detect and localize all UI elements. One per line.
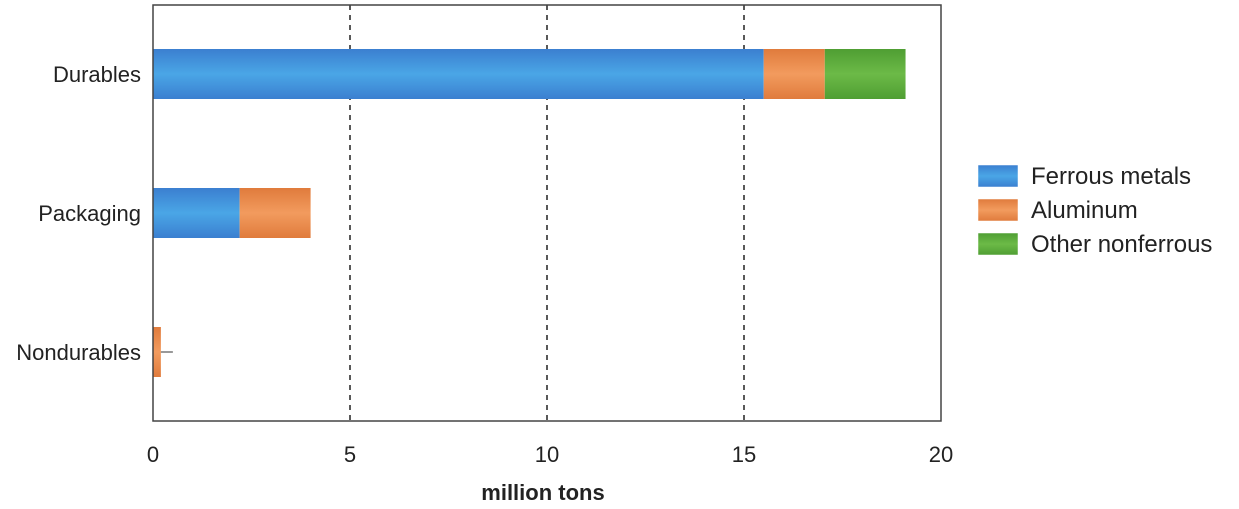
bars [153,49,906,377]
bar-segment [239,188,311,238]
x-tick-label: 20 [929,442,953,467]
legend-label: Ferrous metals [1031,163,1191,190]
category-label: Packaging [38,201,141,226]
x-axis-title: million tons [481,480,604,505]
bar-segment [153,327,161,377]
legend: Ferrous metals Aluminum Other nonferrous [977,163,1212,258]
bar-segment [763,49,825,99]
bar-segment [824,49,906,99]
legend-label: Aluminum [1031,197,1138,224]
category-label: Nondurables [16,340,141,365]
x-tick-labels: 0 5 10 15 20 [147,442,953,467]
category-labels: Durables Packaging Nondurables [16,62,141,365]
bar-segment [153,188,240,238]
x-tick-label: 0 [147,442,159,467]
legend-label: Other nonferrous [1031,231,1212,258]
category-label: Durables [53,62,141,87]
legend-swatch [977,164,1019,188]
x-tick-label: 15 [732,442,756,467]
x-tick-label: 5 [344,442,356,467]
legend-swatch [977,232,1019,256]
plot-frame [152,4,942,422]
bar-segment [153,49,764,99]
legend-swatch [977,198,1019,222]
x-tick-label: 10 [535,442,559,467]
